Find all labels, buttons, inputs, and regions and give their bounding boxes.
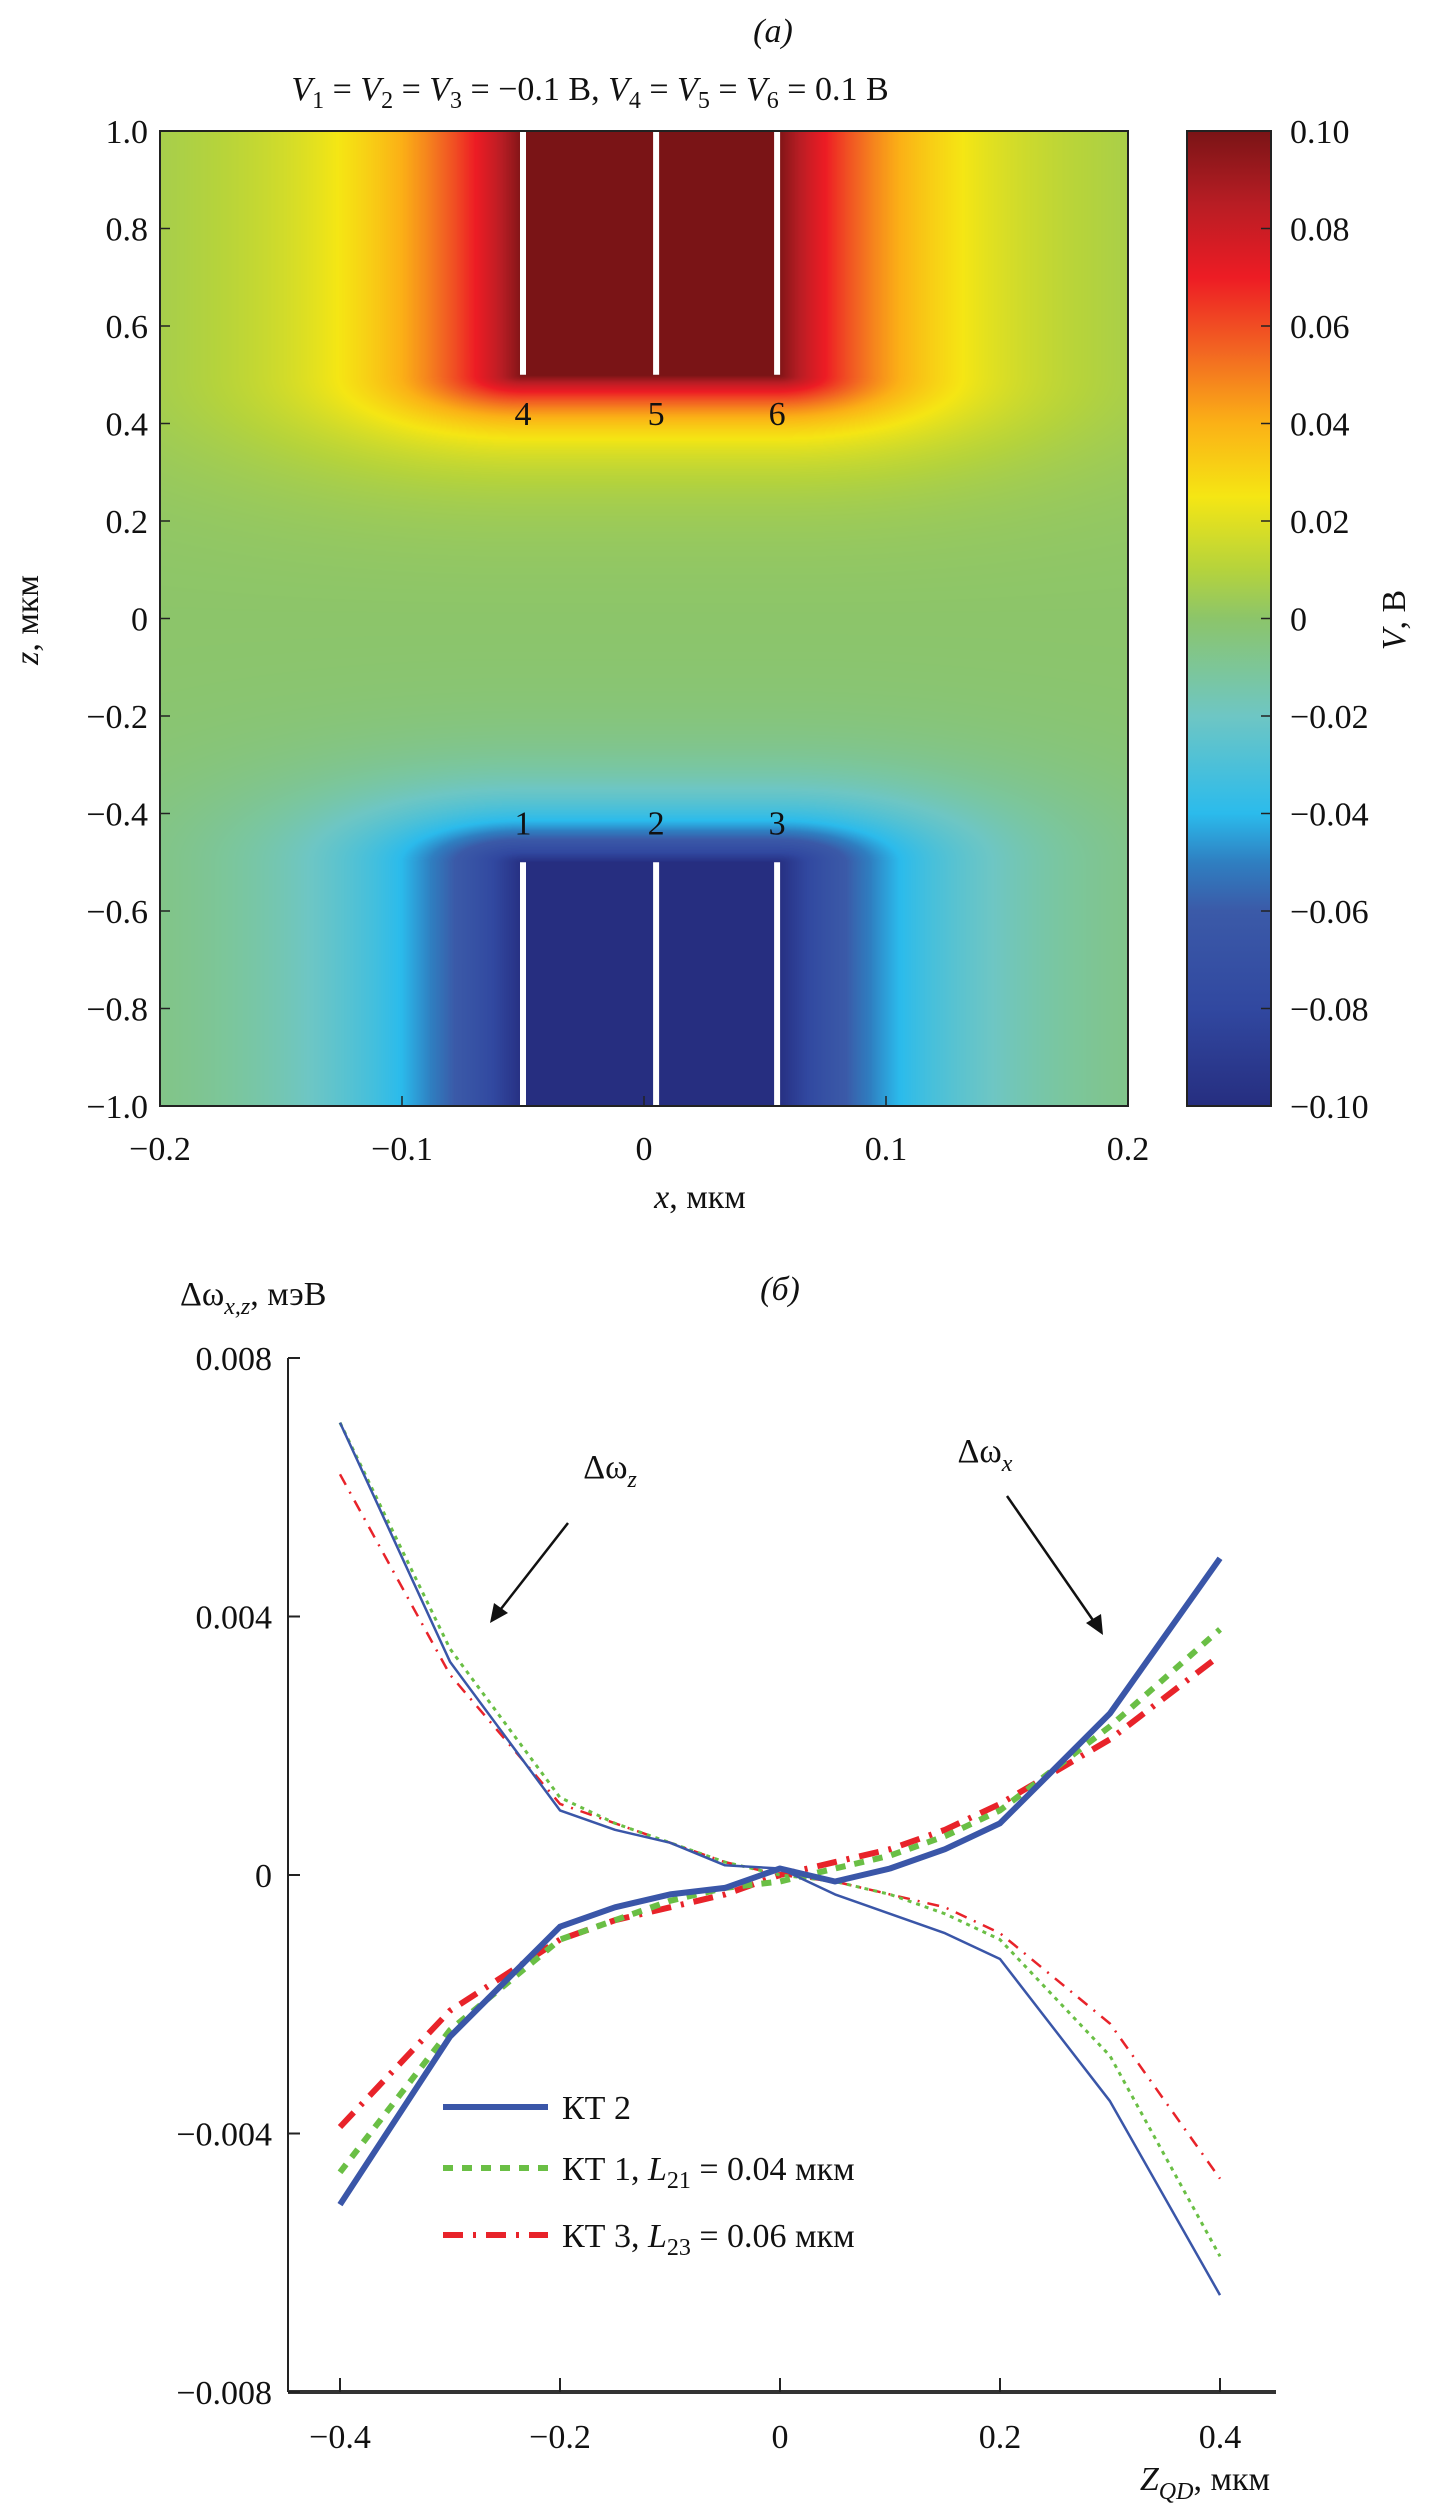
curve-z-component-series-2 [338,1473,1222,2180]
y-tick-label: −0.4 [86,797,148,834]
y-tick-label: 1.0 [106,114,149,151]
colorbar-tick-label: 0.08 [1290,212,1350,249]
title-part: 4 [629,88,641,114]
colorbar-ticks: 0.10 0.08 0.06 0.04 0.02 0 −0.02 −0.04 −0.06 −0.0… [1261,114,1369,1126]
colorbar-tick-label: −0.08 [1290,992,1369,1029]
title-part: = [324,71,360,108]
panel-a-ylabel: z, мкм [9,575,46,666]
y-tick-label: 0.2 [106,504,149,541]
colorbar-label: V, В [1376,590,1413,650]
curves [337,1421,1223,2296]
y-tick-label: 0.8 [106,212,149,249]
colorbar-tick-label: 0 [1290,602,1307,639]
panel-b-axes: 0.008 0.004 0 −0.004 −0.008 −0.4 −0.2 0 0.2 0.4 [176,1341,1276,2456]
colorbar-tick-label: 0.02 [1290,504,1350,541]
x-tick-label: 0.2 [1107,1131,1150,1168]
y-tick-label: 0.008 [196,1341,273,1378]
electrode-label-2: 2 [648,805,665,842]
panel-a-axes: −0.2 −0.1 0 0.1 0.2 1.0 0.8 0.6 0.4 0.2 0 −0.2 −0.4 −… [86,114,1149,1168]
legend-label-kt3: КТ 3, L23 = 0.06 мкм [562,2218,855,2261]
arrow-dw-x [1005,1495,1099,1627]
title-part: 3 [450,88,462,114]
x-tick-label: −0.4 [309,2419,371,2456]
y-tick-label: −0.2 [86,699,148,736]
y-tick-label: 0.6 [106,309,149,346]
panel-a-title: V1 = V2 = V3 = −0.1 В, V4 = V5 = V6 = 0.… [291,71,888,114]
colorbar-tick-label: −0.02 [1290,699,1369,736]
electrode-label-3: 3 [769,805,786,842]
colorbar-tick-label: 0.10 [1290,114,1350,151]
title-part: = 0.1 В [779,71,889,108]
y-tick-label: −0.004 [176,2117,272,2154]
curve-z-component-series-1 [338,1421,1222,2258]
panel-b-label: (б) [760,1271,800,1308]
panel-a-label: (a) [753,13,793,50]
electrodes: 4 5 6 1 2 3 [515,131,786,1106]
colorbar-tick-label: −0.06 [1290,894,1369,931]
colorbar-tick-label: 0.04 [1290,407,1350,444]
title-part: 1 [312,88,324,114]
arrowhead-dw-z [490,1603,508,1623]
colorbar-tick-label: −0.04 [1290,797,1369,834]
x-tick-label: −0.2 [529,2419,591,2456]
y-tick-label: 0.4 [106,407,149,444]
heatmap-frame [159,130,1129,1107]
electrode-label-6: 6 [769,396,786,433]
electrode-label-5: 5 [648,396,665,433]
x-tick-label: −0.1 [371,1131,433,1168]
y-tick-label: 0 [255,1858,272,1895]
annotation-dw-z: Δωz [583,1449,637,1493]
y-tick-label: −0.008 [176,2375,272,2412]
arrowhead-dw-x [1086,1614,1103,1635]
title-part: 6 [767,88,779,114]
panel-b-ylabel: Δωx,z, мэВ [180,1276,326,1320]
panel-a-xlabel: x, мкм [653,1179,746,1216]
y-tick-label: −1.0 [86,1089,148,1126]
title-part: 2 [381,88,393,114]
x-tick-label: 0 [772,2419,789,2456]
legend-label-kt1: КТ 1, L21 = 0.04 мкм [562,2151,855,2194]
curve-z-component-series-0 [338,1422,1222,2296]
x-tick-label: 0.4 [1199,2419,1242,2456]
annotation-dw-x: Δωx [958,1433,1013,1477]
y-tick-label: −0.6 [86,894,148,931]
x-tick-label: 0.1 [865,1131,908,1168]
potential-heatmap [160,131,1128,1106]
title-part: = [393,71,429,108]
colorbar-tick-label: −0.10 [1290,1089,1369,1126]
y-tick-label: 0 [131,602,148,639]
x-tick-label: 0.2 [979,2419,1022,2456]
colorbar-tick-label: 0.06 [1290,309,1350,346]
curve-x-component-series-1 [337,1627,1222,2175]
curve-x-component-series-2 [337,1652,1222,2130]
x-tick-label: −0.2 [129,1131,191,1168]
colorbar [1186,130,1272,1107]
legend: КТ 2 КТ 1, L21 = 0.04 мкм КТ 3, L23 = 0.… [443,2090,855,2261]
legend-label-kt2: КТ 2 [562,2090,631,2127]
panel-b-xlabel: ZQD, мкм [1140,2461,1270,2505]
title-part: = −0.1 В, [462,71,608,108]
y-tick-label: −0.8 [86,992,148,1029]
electrode-label-1: 1 [515,805,532,842]
y-tick-label: 0.004 [196,1600,273,1637]
x-tick-label: 0 [636,1131,653,1168]
arrow-dw-z [496,1522,569,1615]
electrode-label-4: 4 [515,396,532,433]
title-part: 5 [698,88,710,114]
title-part: = [710,71,746,108]
title-part: = [641,71,677,108]
